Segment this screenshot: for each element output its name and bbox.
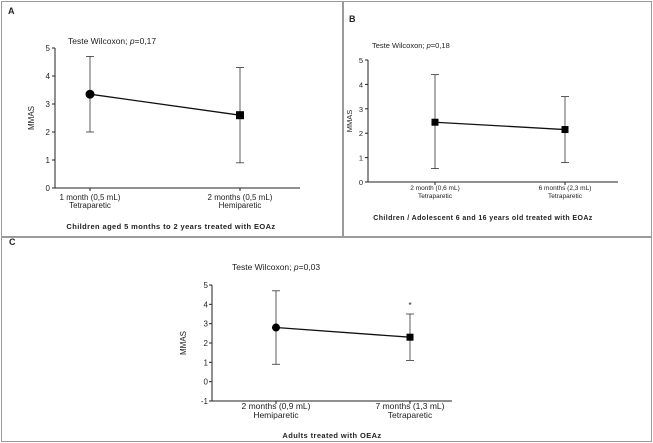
panel-c-caption: Adults treated with OEAz	[282, 431, 381, 440]
panel-b-caption: Children / Adolescent 6 and 16 years old…	[373, 215, 592, 222]
panel-b-x-tick-label: 6 months (2,3 mL)	[539, 185, 592, 192]
panel-a-y-tick-label: 2	[46, 128, 51, 137]
panel-b-y-tick-label: 5	[359, 56, 363, 65]
panel-b-y-tick-label: 2	[359, 129, 363, 138]
panel-a-data-point	[85, 89, 95, 99]
panel-c-y-tick-label: 3	[204, 320, 209, 329]
panel-a-y-tick-label: 1	[46, 156, 51, 165]
panel-a-wilcoxon-annotation: Teste Wilcoxon; p=0,17	[68, 36, 156, 46]
panel-b-series-line	[434, 121, 566, 131]
panel-c-y-tick-label: -1	[201, 397, 209, 406]
panel-a-label: A	[8, 6, 15, 16]
panel-b-y-tick-label: 4	[359, 80, 363, 89]
panel-a-frame	[1, 1, 343, 237]
panel-c-x-tick-label: 2 months (0,9 mL)	[242, 401, 311, 411]
panel-c-y-tick-label: 2	[204, 339, 209, 348]
panel-c-y-axis-label: MMAS	[179, 331, 188, 355]
panel-b-y-tick-label: 0	[359, 178, 363, 187]
panel-c-series-line	[275, 326, 411, 338]
panel-c-y-tick-label: 5	[204, 281, 209, 290]
panel-a-caption: Children aged 5 months to 2 years treate…	[66, 222, 275, 231]
panel-a-y-tick-label: 4	[46, 72, 51, 81]
panel-b-y-tick-label: 1	[359, 154, 363, 163]
panel-c-y-tick-label: 1	[204, 358, 209, 367]
panel-c-wilcoxon-annotation: Teste Wilcoxon; p=0,03	[232, 262, 320, 272]
panel-c-label: C	[9, 237, 16, 247]
panel-b-data-point	[431, 118, 439, 126]
panel-c-x-tick-label: 7 months (1,3 mL)	[376, 401, 445, 411]
panel-a-x-tick-sublabel: Hemiparetic	[219, 201, 262, 210]
panel-a-x-tick-label: 2 months (0,5 mL)	[208, 193, 273, 202]
panel-c-x-tick-sublabel: Hemiparetic	[253, 410, 299, 420]
panel-b-data-point	[561, 126, 569, 134]
panel-a-y-tick-label: 5	[46, 44, 51, 53]
panel-c-y-tick-label: 4	[204, 300, 209, 309]
panel-b-y-axis-label: MMAS	[345, 110, 354, 133]
panel-b-label: B	[349, 14, 356, 24]
panel-b-wilcoxon-annotation: Teste Wilcoxon; p=0,18	[372, 41, 450, 50]
panel-a-y-tick-label: 0	[46, 184, 51, 193]
panel-c-data-point	[406, 333, 414, 341]
panel-b-x-tick-label: 2 month (0,6 mL)	[410, 185, 460, 192]
panel-a-y-tick-label: 3	[46, 100, 51, 109]
panel-c-x-tick-sublabel: Tetraparetic	[388, 410, 433, 420]
panel-b-y-tick-label: 3	[359, 105, 363, 114]
panel-a-series-line	[89, 93, 241, 116]
panel-c-y-tick-label: 0	[204, 378, 209, 387]
panel-a-x-tick-label: 1 month (0,5 mL)	[60, 193, 121, 202]
panel-a-x-tick-sublabel: Tetraparetic	[69, 201, 111, 210]
panel-b-x-tick-sublabel: Tetraparetic	[418, 193, 453, 200]
panel-b-x-tick-sublabel: Tetraparetic	[548, 193, 583, 200]
panel-c-significance-mark: *	[408, 301, 411, 310]
panel-c-frame	[1, 237, 652, 442]
panel-b-frame	[343, 1, 652, 237]
panel-c-data-point	[272, 323, 280, 332]
panel-a-data-point	[236, 111, 244, 120]
panel-a-y-axis-label: MMAS	[27, 106, 36, 130]
